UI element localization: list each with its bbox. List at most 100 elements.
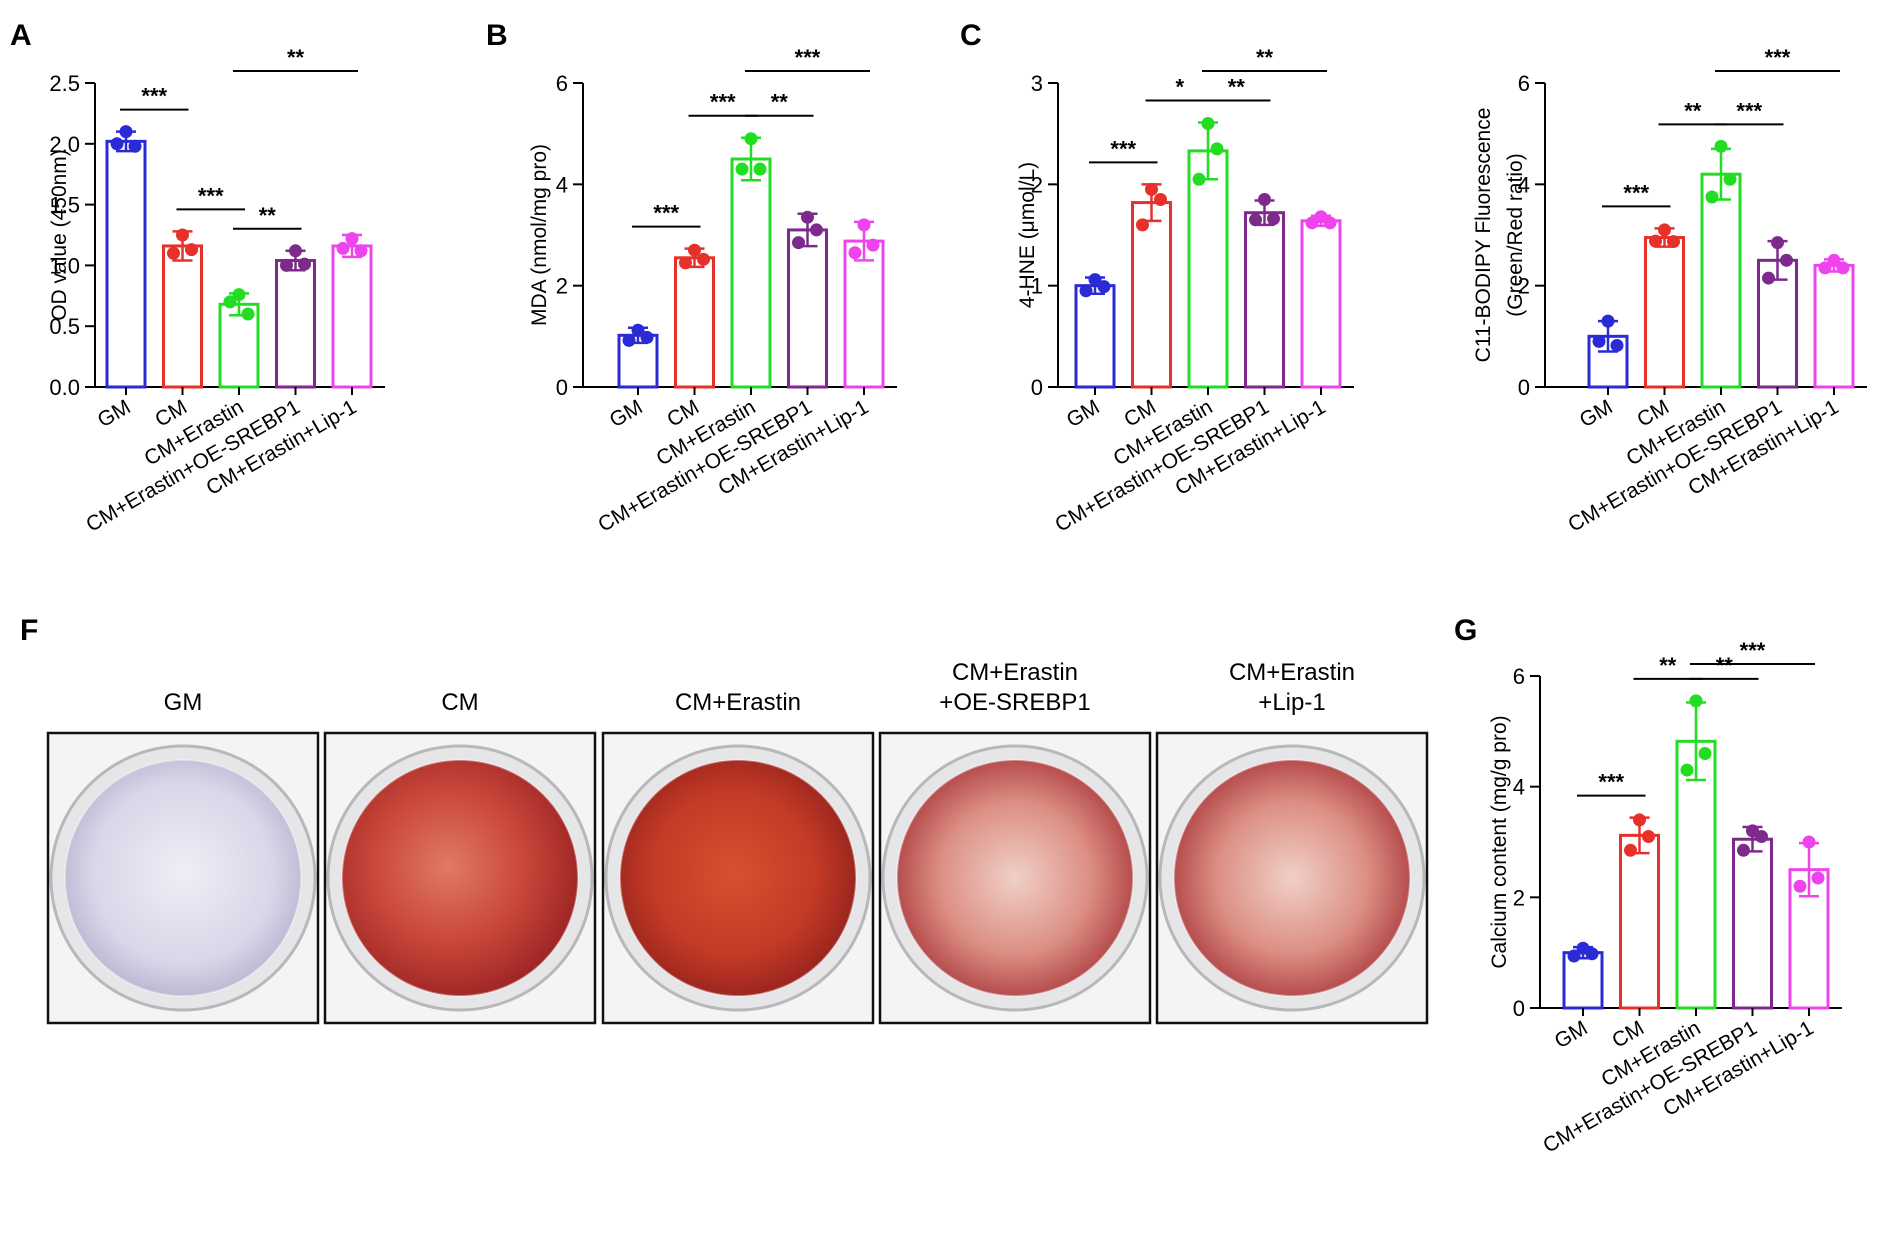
- data-point: [223, 295, 237, 309]
- data-point: [801, 210, 814, 224]
- y-tick-label: 6: [1518, 71, 1530, 96]
- significance-label: **: [1228, 75, 1246, 100]
- y-tick-label: 2: [1518, 274, 1530, 299]
- data-point: [697, 252, 710, 266]
- y-axis-title: C11-BODIPY Fluorescence: [1472, 108, 1495, 363]
- data-point: [1567, 949, 1581, 963]
- data-point: [1305, 216, 1319, 230]
- bar: [331, 244, 373, 389]
- significance-label: **: [1659, 653, 1677, 678]
- y-tick-label: 0: [1513, 996, 1525, 1021]
- bar: [1619, 833, 1660, 1010]
- data-point: [1088, 273, 1102, 287]
- data-point: [679, 256, 692, 270]
- chart-panel-e: 0 2 4 6 C11-BODIPY Fluorescence (Green/Red ra…: [1472, 45, 1867, 537]
- significance-label: ***: [795, 45, 821, 70]
- data-point: [631, 323, 645, 337]
- x-tick-label: GM: [94, 395, 135, 432]
- significance-label: ***: [1598, 770, 1624, 795]
- significance-label: **: [287, 45, 305, 70]
- bar: [787, 228, 828, 389]
- bar: [1644, 236, 1685, 389]
- data-point: [1210, 142, 1224, 156]
- significance-label: ***: [710, 90, 736, 115]
- significance-label: **: [1716, 653, 1734, 678]
- well-title-line2: +OE-SREBP1: [939, 689, 1090, 716]
- well-title: CM: [441, 689, 478, 716]
- y-tick-label: 4: [1513, 775, 1525, 800]
- well-title: CM+Erastin: [1229, 659, 1355, 686]
- bar: [730, 157, 772, 389]
- staining-well: CM: [323, 689, 597, 1025]
- data-point: [1592, 334, 1606, 348]
- data-point: [1642, 829, 1655, 843]
- data-point: [1680, 763, 1694, 777]
- well-title: GM: [164, 689, 203, 716]
- bar: [105, 139, 147, 389]
- y-tick-label: 0: [1518, 375, 1530, 400]
- data-point: [1802, 835, 1816, 849]
- well-highlight: [896, 759, 1134, 997]
- bar: [1074, 284, 1116, 389]
- bar: [1300, 219, 1342, 389]
- data-point: [1585, 947, 1599, 961]
- well-title-line2: +Lip-1: [1258, 689, 1325, 716]
- data-point: [298, 257, 311, 271]
- data-point: [1818, 261, 1832, 275]
- data-point: [167, 246, 180, 260]
- well-highlight: [619, 759, 857, 997]
- significance-label: ***: [1110, 136, 1136, 161]
- y-tick-label: 1.5: [49, 193, 80, 218]
- data-point: [1136, 218, 1149, 232]
- bar: [1244, 211, 1285, 389]
- data-point: [1649, 234, 1662, 248]
- data-point: [1811, 871, 1825, 885]
- significance-label: ***: [1623, 180, 1649, 205]
- y-tick-label: 0.0: [49, 375, 80, 400]
- significance-label: **: [1256, 45, 1274, 70]
- data-point: [1780, 253, 1793, 267]
- y-axis-title-2: (Green/Red ratio): [1504, 153, 1527, 316]
- staining-panel: FGM CM CM+ErastinCM+Erastin+OE-SREBP1CM+Er…: [20, 614, 1429, 1025]
- significance-label: ***: [1736, 98, 1762, 123]
- bar: [1187, 149, 1229, 389]
- panel-letter: C: [960, 19, 982, 52]
- data-point: [1836, 261, 1850, 275]
- data-point: [1723, 172, 1737, 186]
- y-tick-label: 2.5: [49, 71, 80, 96]
- staining-well: CM+Erastin: [601, 689, 875, 1025]
- well-title: CM+Erastin: [675, 689, 801, 716]
- significance-label: ***: [1765, 45, 1791, 70]
- data-point: [1771, 236, 1784, 250]
- bar: [1131, 201, 1172, 389]
- data-point: [1097, 280, 1111, 294]
- bar: [843, 239, 885, 389]
- data-point: [280, 258, 293, 272]
- data-point: [110, 137, 124, 151]
- data-point: [1698, 746, 1712, 760]
- y-tick-label: 6: [1513, 664, 1525, 689]
- data-point: [1762, 271, 1775, 285]
- significance-label: **: [1684, 98, 1702, 123]
- data-point: [848, 246, 862, 260]
- data-point: [176, 228, 189, 242]
- y-tick-label: 4: [1518, 172, 1530, 197]
- y-tick-label: 6: [556, 71, 568, 96]
- y-tick-label: 3: [1031, 71, 1043, 96]
- data-point: [1658, 223, 1671, 237]
- data-point: [688, 243, 701, 257]
- y-tick-label: 1: [1031, 274, 1043, 299]
- bar: [1675, 739, 1717, 1010]
- panel-letter: B: [486, 19, 508, 52]
- data-point: [241, 307, 255, 321]
- y-tick-label: 0: [556, 375, 568, 400]
- data-point: [735, 162, 749, 176]
- x-tick-label: GM: [1551, 1016, 1592, 1053]
- well-stain: [620, 760, 856, 996]
- significance-label: **: [771, 90, 789, 115]
- bar: [1700, 172, 1742, 389]
- data-point: [1737, 843, 1750, 857]
- panel-letter: A: [10, 19, 32, 52]
- bar: [674, 256, 715, 389]
- data-point: [1827, 253, 1841, 267]
